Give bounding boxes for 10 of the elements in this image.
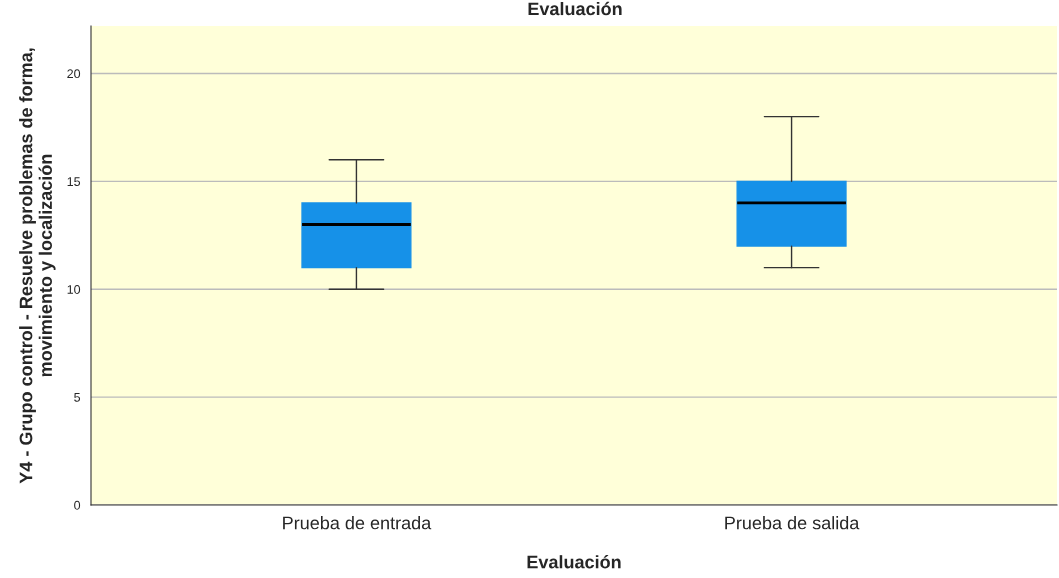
y-tick-label: 20 xyxy=(67,69,81,79)
y-axis-title: Y4 - Grupo control - Resuelve problemas de forma, movimiento y localización xyxy=(19,48,56,484)
x-tick-label: Prueba de salida xyxy=(725,516,860,530)
chart-title: Evaluación xyxy=(528,1,622,16)
y-tick-label: 5 xyxy=(74,393,81,402)
y-tick-label: 15 xyxy=(67,177,81,186)
x-tick-label: Prueba de entrada xyxy=(283,516,432,530)
x-axis-title: Evaluación xyxy=(527,555,621,569)
y-tick-label: 10 xyxy=(67,285,81,294)
y-tick-label: 0 xyxy=(74,500,81,510)
